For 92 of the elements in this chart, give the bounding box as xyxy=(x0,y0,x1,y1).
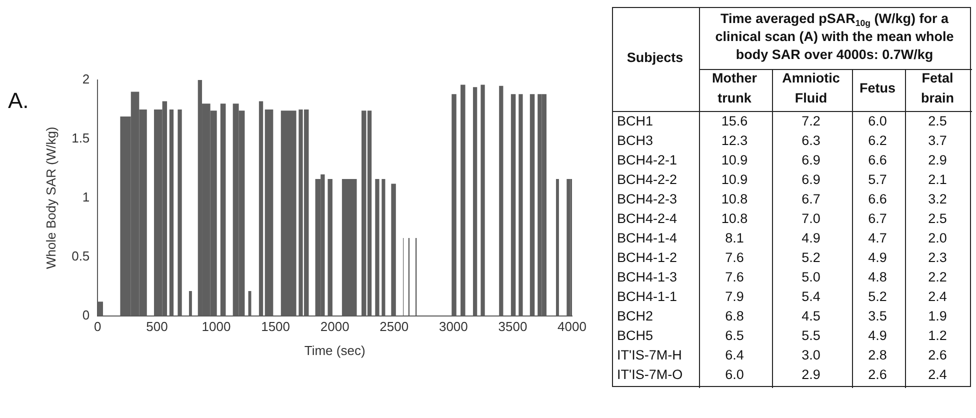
x-tick-label: 2500 xyxy=(380,319,409,334)
y-tick-label: BCH3 xyxy=(617,132,654,148)
x-tick-label: Mother trunk xyxy=(712,70,758,106)
data-label: 2.9 xyxy=(928,152,947,168)
data-label: 5.4 xyxy=(802,288,821,304)
data-label: 6.9 xyxy=(802,152,820,168)
data-label: 5.2 xyxy=(802,250,820,265)
data-label: 5.5 xyxy=(802,328,820,343)
data-label: 7.2 xyxy=(802,113,820,128)
x-tick-label: 0 xyxy=(94,319,102,334)
y-tick-label: 0.5 xyxy=(72,248,90,264)
y-axis-title: Whole Body SAR (W/kg) xyxy=(43,126,58,270)
data-label: 2.9 xyxy=(802,366,820,382)
data-label: 6.6 xyxy=(868,152,887,168)
y-tick-label: 1.5 xyxy=(72,130,90,146)
y-tick-label: BCH4-1-4 xyxy=(617,230,678,246)
x-tick-label: 1000 xyxy=(202,319,231,334)
y-axis-title: Subjects xyxy=(626,50,684,66)
data-label: 8.1 xyxy=(725,230,744,246)
data-label: 2.4 xyxy=(928,288,948,304)
data-label: 2.5 xyxy=(928,210,947,226)
data-label: 2.8 xyxy=(868,347,887,362)
x-tick-label: 500 xyxy=(146,319,168,334)
data-label: 6.4 xyxy=(725,347,744,362)
y-tick-label: BCH5 xyxy=(617,328,654,343)
y-tick-label: BCH4-1-3 xyxy=(617,269,678,284)
y-tick-label: BCH4-2-2 xyxy=(617,172,678,187)
data-label: 6.8 xyxy=(725,308,744,324)
data-label: 6.2 xyxy=(868,132,887,148)
text: A. xyxy=(8,88,29,113)
data-label: 15.6 xyxy=(721,113,748,128)
y-tick-label: IT'IS-7M-H xyxy=(617,347,682,362)
data-label: 2.5 xyxy=(928,113,947,128)
data-label: 3.5 xyxy=(868,308,887,324)
y-tick-label: BCH4-2-4 xyxy=(617,210,678,226)
y-tick-label: BCH2 xyxy=(617,308,654,324)
data-label: 3.0 xyxy=(802,347,820,362)
data-label: 2.6 xyxy=(868,366,887,382)
data-label: 6.6 xyxy=(868,191,887,206)
x-tick-label: 2000 xyxy=(320,319,350,334)
y-tick-label: 0 xyxy=(82,307,90,322)
data-label: 5.0 xyxy=(802,269,820,284)
x-tick-label: 3500 xyxy=(498,319,528,334)
data-label: 2.6 xyxy=(928,347,947,362)
data-label: 4.9 xyxy=(868,250,887,265)
x-tick-label: Fetus xyxy=(860,80,896,96)
x-tick-label: 1500 xyxy=(261,319,290,334)
data-label: 6.0 xyxy=(868,113,887,128)
y-tick-label: BCH4-2-1 xyxy=(617,152,678,168)
data-label: 4.9 xyxy=(802,230,820,246)
x-tick-label: Amniotic Fluid xyxy=(782,70,840,106)
data-label: 10.9 xyxy=(721,152,748,168)
data-label: 5.2 xyxy=(868,288,887,304)
data-label: 6.5 xyxy=(725,328,744,343)
data-label: 4.7 xyxy=(868,230,887,246)
data-label: 2.1 xyxy=(928,172,947,187)
data-label: 1.2 xyxy=(928,328,947,343)
data-label: 12.3 xyxy=(721,132,748,148)
y-tick-label: BCH4-1-1 xyxy=(617,288,678,304)
data-label: 6.9 xyxy=(802,172,820,187)
data-label: 2.4 xyxy=(928,366,948,382)
y-tick-label: 1 xyxy=(82,189,90,204)
x-tick-label: Fetal brain xyxy=(920,70,954,106)
data-label: 5.7 xyxy=(868,172,887,187)
data-label: 10.8 xyxy=(721,210,748,226)
data-label: 7.6 xyxy=(725,250,744,265)
data-label: 6.3 xyxy=(802,132,820,148)
data-label: 10.8 xyxy=(721,191,748,206)
data-label: 4.5 xyxy=(802,308,820,324)
y-tick-label: IT'IS-7M-O xyxy=(617,366,683,382)
data-label: 6.7 xyxy=(868,210,887,226)
data-label: 2.2 xyxy=(928,269,947,284)
data-label: 7.9 xyxy=(725,288,744,304)
x-tick-label: 3000 xyxy=(438,319,468,334)
x-axis-title: Time (sec) xyxy=(304,342,366,358)
data-label: 4.9 xyxy=(868,328,887,343)
data-label: 2.3 xyxy=(928,250,947,265)
data-label: 7.6 xyxy=(725,269,744,284)
x-tick-label: 4000 xyxy=(558,319,586,334)
data-label: 1.9 xyxy=(928,308,947,324)
data-label: 4.8 xyxy=(868,269,887,284)
y-tick-label: BCH4-1-2 xyxy=(617,250,678,265)
y-tick-label: 2 xyxy=(82,72,90,87)
data-label: 6.0 xyxy=(725,366,744,382)
data-label: 3.7 xyxy=(928,132,947,148)
data-label: 6.7 xyxy=(802,191,820,206)
data-label: 3.2 xyxy=(928,191,947,206)
y-tick-label: BCH1 xyxy=(617,113,654,128)
data-label: 2.0 xyxy=(928,230,947,246)
data-label: 10.9 xyxy=(721,172,748,187)
y-tick-label: BCH4-2-3 xyxy=(617,191,678,206)
data-label: 7.0 xyxy=(802,210,820,226)
